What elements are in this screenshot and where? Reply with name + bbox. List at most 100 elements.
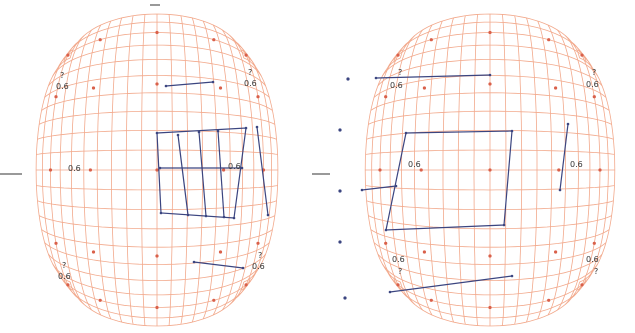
label: 0.6 bbox=[68, 164, 81, 173]
overlay-shape bbox=[385, 130, 513, 231]
grid-line bbox=[373, 242, 607, 265]
label: ? bbox=[592, 68, 596, 77]
vertex-dot bbox=[388, 290, 392, 294]
grid-line bbox=[547, 24, 566, 316]
grid-line bbox=[243, 57, 279, 283]
grid-marker bbox=[592, 95, 596, 99]
edge-marker bbox=[338, 240, 342, 244]
label: 0.6 bbox=[244, 79, 257, 88]
grid-marker bbox=[88, 168, 92, 172]
overlay-shape bbox=[559, 123, 569, 191]
vertex-dot bbox=[222, 215, 226, 219]
grid-marker bbox=[54, 95, 58, 99]
grid-marker bbox=[98, 298, 102, 302]
vertex-dot bbox=[488, 73, 492, 77]
vertex-dot bbox=[241, 266, 245, 270]
grid-line bbox=[63, 278, 251, 319]
label: ? bbox=[398, 68, 402, 77]
grid-marker bbox=[218, 250, 223, 254]
grid-line bbox=[240, 49, 272, 291]
left-pincushion-grid bbox=[35, 13, 279, 327]
grid-line bbox=[221, 29, 243, 311]
label: ? bbox=[398, 267, 402, 276]
grid-marker bbox=[419, 168, 423, 172]
right-panel: ? 0.6 ? 0.6 0.6 0.6 0.6 ? 0.6 ? bbox=[312, 13, 616, 327]
vertex-dot bbox=[204, 214, 208, 218]
vertex-dot bbox=[244, 126, 248, 130]
label: 0.6 bbox=[390, 81, 403, 90]
left-panel-labels: ? 0.6 ? 0.6 0.6 0.6 ? 0.6 ? 0.6 bbox=[56, 68, 265, 281]
vertex-dot bbox=[155, 131, 159, 135]
right-grid-markers bbox=[378, 30, 602, 310]
overlay-shape bbox=[198, 131, 207, 217]
label: 0.6 bbox=[586, 255, 599, 264]
overlay-shape bbox=[177, 134, 189, 216]
grid-marker bbox=[488, 82, 492, 86]
vertex-dot bbox=[192, 260, 196, 264]
right-panel-labels: ? 0.6 ? 0.6 0.6 0.6 0.6 ? 0.6 ? bbox=[390, 68, 599, 276]
grid-marker bbox=[91, 250, 96, 254]
grid-marker bbox=[66, 283, 70, 287]
grid-line bbox=[377, 253, 603, 281]
grid-marker bbox=[580, 283, 584, 287]
grid-marker bbox=[580, 53, 584, 57]
grid-line bbox=[537, 20, 553, 320]
grid-marker bbox=[256, 95, 260, 99]
vertex-dot bbox=[404, 131, 408, 135]
vertex-dot bbox=[394, 184, 398, 188]
grid-marker bbox=[222, 168, 226, 172]
vertex-dot bbox=[502, 223, 506, 227]
grid-marker bbox=[488, 30, 492, 35]
grid-line bbox=[382, 263, 598, 296]
grid-marker bbox=[212, 298, 216, 302]
grid-line bbox=[368, 215, 612, 230]
grid-marker bbox=[422, 86, 426, 90]
grid-marker bbox=[429, 38, 433, 42]
vertex-dot bbox=[158, 166, 162, 170]
vertex-dot bbox=[510, 274, 514, 278]
grid-marker bbox=[244, 283, 248, 287]
label: ? bbox=[60, 71, 64, 80]
grid-marker bbox=[91, 86, 96, 90]
vertex-dot bbox=[240, 166, 244, 170]
grid-marker bbox=[155, 30, 159, 35]
grid-marker bbox=[488, 254, 492, 258]
grid-line bbox=[565, 35, 591, 305]
vertex-dot bbox=[255, 125, 259, 129]
grid-line bbox=[69, 281, 245, 327]
grid-marker bbox=[378, 168, 382, 172]
label: 0.6 bbox=[252, 262, 265, 271]
grid-marker bbox=[422, 250, 426, 254]
grid-marker bbox=[488, 168, 492, 172]
label: 0.6 bbox=[586, 80, 599, 89]
grid-marker bbox=[48, 168, 53, 172]
label: ? bbox=[62, 261, 66, 270]
grid-line bbox=[370, 229, 610, 248]
vertex-dot bbox=[558, 188, 562, 192]
grid-marker bbox=[244, 53, 248, 57]
grid-line bbox=[502, 14, 507, 326]
grid-line bbox=[37, 200, 277, 210]
grid-marker bbox=[384, 95, 388, 99]
grid-line bbox=[393, 278, 587, 319]
grid-line bbox=[556, 29, 579, 311]
grid-marker bbox=[155, 82, 159, 86]
grid-marker bbox=[66, 53, 70, 57]
grid-marker bbox=[98, 38, 102, 42]
label: 0.6 bbox=[392, 255, 405, 264]
overlay-shape bbox=[375, 74, 491, 79]
vertex-dot bbox=[374, 76, 378, 80]
vertex-dot bbox=[216, 129, 220, 133]
vertex-dot bbox=[211, 80, 215, 84]
grid-marker bbox=[212, 38, 216, 42]
grid-line bbox=[168, 14, 173, 326]
label: ? bbox=[258, 251, 262, 260]
grid-line bbox=[229, 35, 255, 305]
grid-line bbox=[36, 185, 278, 191]
grid-marker bbox=[554, 250, 558, 254]
overlay-shape bbox=[256, 126, 269, 216]
edge-marker bbox=[343, 296, 347, 300]
grid-marker bbox=[488, 305, 492, 310]
edge-marker bbox=[338, 189, 342, 193]
